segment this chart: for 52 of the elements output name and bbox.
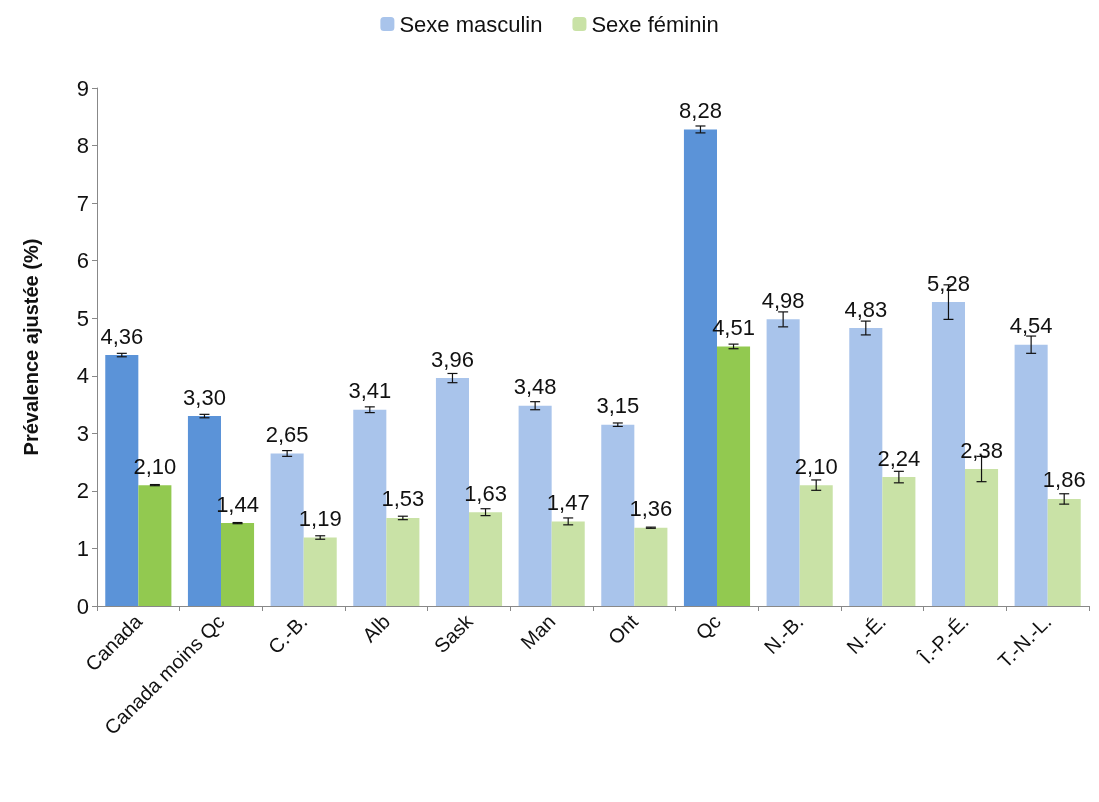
data-label: 4,54	[1009, 313, 1053, 339]
x-tick-label: C.-B.	[263, 610, 312, 658]
bar	[551, 521, 585, 606]
y-tick-label: 6	[76, 248, 89, 274]
bar	[717, 346, 751, 606]
data-label: 4,36	[100, 323, 144, 349]
data-label: 1,63	[464, 480, 507, 506]
data-label: 1,47	[546, 489, 590, 515]
data-label: 2,65	[265, 421, 309, 447]
data-label: 8,28	[679, 97, 722, 123]
y-axis-title: Prévalence ajustée (%)	[20, 238, 42, 456]
data-label: 2,38	[960, 437, 1003, 463]
y-tick-label: 1	[76, 535, 89, 561]
data-label: 4,83	[844, 296, 888, 322]
y-tick-label: 0	[76, 593, 89, 619]
legend-label: Sexe féminin	[591, 11, 719, 37]
data-label: 5,28	[927, 270, 970, 296]
bar	[303, 537, 337, 606]
data-label: 2,24	[877, 445, 921, 471]
data-label: 2,10	[794, 453, 838, 479]
x-tick-label: Qc	[691, 610, 725, 644]
bar	[469, 512, 503, 606]
y-tick-label: 4	[76, 363, 89, 389]
data-label: 1,36	[629, 496, 673, 522]
x-tick-label: Ont	[603, 609, 643, 649]
data-label: 3,30	[183, 384, 226, 410]
y-tick-label: 9	[76, 75, 89, 101]
legend-label: Sexe masculin	[399, 11, 543, 37]
y-tick-label: 8	[76, 133, 89, 159]
bar	[221, 523, 255, 606]
bar	[386, 517, 420, 606]
data-label: 1,86	[1042, 467, 1086, 493]
y-tick-label: 2	[76, 478, 89, 504]
bar	[138, 485, 172, 606]
data-label: 1,19	[298, 506, 342, 532]
y-tick-label: 7	[76, 190, 89, 216]
data-label: 3,15	[596, 393, 640, 419]
bar	[965, 469, 999, 606]
bar	[799, 485, 833, 606]
data-label: 1,53	[381, 486, 425, 512]
bar	[882, 477, 916, 606]
bar	[634, 527, 668, 606]
x-tick-label: Man	[516, 610, 560, 654]
data-label: 3,41	[348, 378, 392, 404]
bar	[1047, 498, 1081, 606]
data-label: 3,48	[513, 374, 557, 400]
y-tick-label: 3	[76, 420, 89, 446]
data-label: 4,98	[761, 287, 805, 313]
x-tick-label: N.-B.	[759, 610, 808, 658]
x-tick-label: Alb	[358, 610, 395, 647]
y-tick-label: 5	[76, 305, 89, 331]
data-label: 3,96	[431, 346, 474, 372]
